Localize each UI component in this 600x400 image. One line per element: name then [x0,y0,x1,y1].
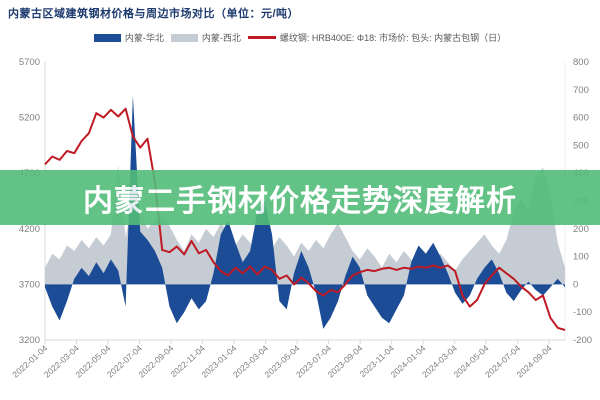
banner-text: 内蒙二手钢材价格走势深度解析 [83,184,517,218]
area-swatch-navy-icon [93,33,121,42]
left-tick-label: 5700 [19,57,40,68]
legend-label: 内蒙-西北 [201,33,241,43]
legend-label: 螺纹钢: HRB400E: Φ18: 市场价: 包头: 内蒙古包钢（日） [279,33,507,43]
area-series-huabei [45,95,565,329]
rebar-price-line [44,107,566,331]
right-tick-label: 100 [573,252,589,263]
left-tick-label: 5200 [19,113,40,124]
legend-item-rebar-price: 螺纹钢: HRB400E: Φ18: 市场价: 包头: 内蒙古包钢（日） [247,31,507,44]
area-series-xibei [45,164,565,285]
legend-item-neimeng-xibei: 内蒙-西北 [170,31,241,44]
chart-legend: 内蒙-华北 内蒙-西北 螺纹钢: HRB400E: Φ18: 市场价: 包头: … [0,31,600,44]
right-tick-label: -100 [573,307,592,318]
right-tick-label: 600 [573,113,589,124]
left-tick-label: 3200 [19,335,40,346]
right-tick-label: -200 [573,335,592,346]
legend-item-neimeng-huabei: 内蒙-华北 [93,31,164,44]
left-tick-label: 4200 [19,224,40,235]
legend-label: 内蒙-华北 [124,33,164,43]
right-tick-label: 0 [573,279,578,290]
left-tick-label: 3700 [19,279,40,290]
area-swatch-gray-icon [170,33,198,42]
headline-banner: 内蒙二手钢材价格走势深度解析 [0,170,600,225]
chart-title: 内蒙古区域建筑钢材价格与周边市场对比（单位：元/吨） [8,8,300,20]
right-tick-label: 800 [573,57,589,68]
x-tick-label: 2024-09-04 [515,343,554,380]
right-tick-label: 200 [573,224,589,235]
right-tick-label: 700 [573,85,589,96]
line-swatch-red-icon [247,36,276,39]
x-axis-ticks: 2022-01-042022-03-042022-05-042022-07-04… [10,340,554,380]
right-tick-label: 500 [573,140,589,151]
